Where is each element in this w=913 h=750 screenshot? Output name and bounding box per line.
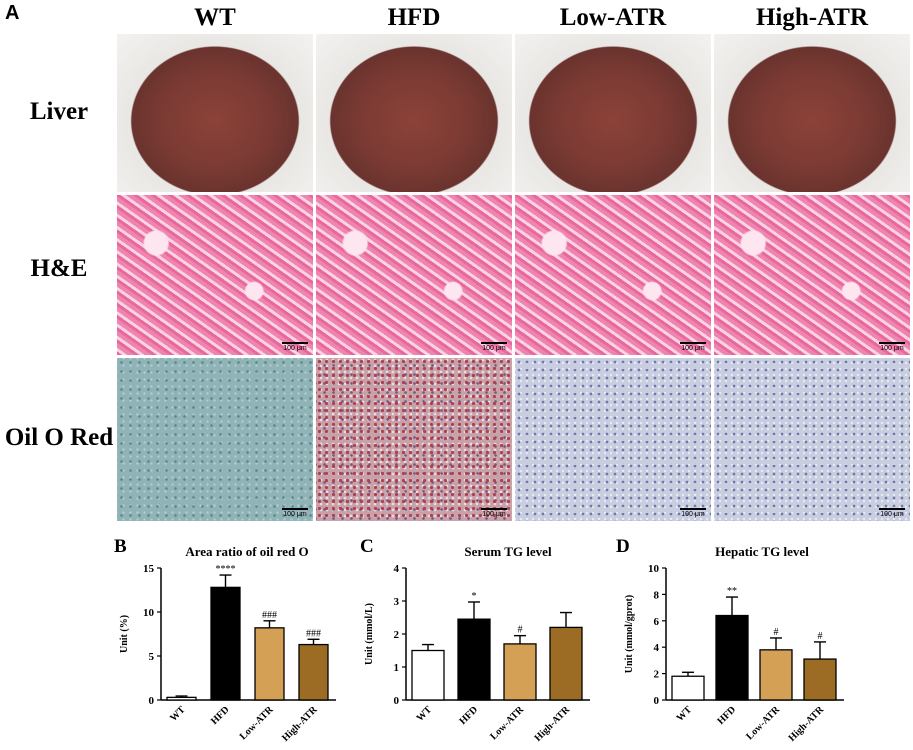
scale-bar: 100 μm: [879, 508, 905, 518]
he-image-hfd: 100 μm: [316, 195, 512, 355]
oil-red-image-wt: 100 μm: [117, 358, 313, 521]
y-tick-label: 1: [394, 662, 400, 674]
chart-title: Serum TG level: [464, 544, 552, 559]
bar-hfd: [715, 614, 749, 701]
significance-label: ###: [262, 610, 277, 621]
y-tick-label: 2: [654, 669, 660, 681]
x-tick-label: High-ATR: [280, 704, 320, 744]
y-tick-label: 2: [394, 629, 400, 641]
scale-bar: 100 μm: [879, 342, 905, 352]
x-tick-label: WT: [415, 704, 435, 724]
column-header-high-atr: High-ATR: [755, 4, 869, 31]
panel-a-letter: A: [5, 2, 20, 24]
liver-image-high-atr: [714, 34, 910, 192]
significance-label: ###: [306, 628, 321, 639]
he-image-wt: 100 μm: [117, 195, 313, 355]
y-axis-label: Unit (mmol/gprot): [624, 595, 635, 673]
bar-high-atr: [549, 626, 583, 701]
x-tick-label: HFD: [715, 704, 738, 727]
bar-low-atr: [254, 627, 285, 701]
column-header-low-atr: Low-ATR: [559, 4, 667, 31]
chart-area-ratio-oil-red: B Area ratio of oil red O Unit (%) 0 5 10 15 WT…: [114, 536, 336, 744]
oil-red-image-high-atr: 100 μm: [714, 358, 910, 521]
significance-label: *: [472, 591, 477, 602]
scale-bar: 100 μm: [282, 508, 308, 518]
bar-wt: [411, 649, 445, 701]
y-tick-label: 3: [394, 596, 400, 608]
significance-label: #: [774, 627, 779, 638]
significance-label: **: [727, 586, 737, 597]
x-tick-label: HFD: [457, 704, 480, 727]
significance-label: #: [818, 631, 823, 642]
column-header-hfd: HFD: [387, 4, 441, 31]
liver-image-wt: [117, 34, 313, 192]
y-tick-label: 4: [394, 563, 400, 575]
bar-low-atr: [503, 643, 537, 701]
oil-red-image-low-atr: 100 μm: [515, 358, 711, 521]
x-tick-label: Low-ATR: [488, 704, 526, 742]
row-label-he: H&E: [30, 255, 88, 282]
scale-bar: 100 μm: [481, 342, 507, 352]
column-header-wt: WT: [194, 4, 236, 31]
y-tick-label: 4: [654, 642, 660, 654]
bar-high-atr: [803, 658, 837, 701]
bar-hfd: [457, 618, 491, 701]
scale-bar: 100 μm: [680, 508, 706, 518]
liver-image-low-atr: [515, 34, 711, 192]
y-tick-label: 5: [149, 651, 155, 663]
panel-letter: B: [114, 536, 127, 557]
significance-label: ****: [216, 564, 236, 575]
x-tick-label: WT: [168, 704, 188, 724]
x-tick-label: Low-ATR: [238, 704, 276, 742]
y-tick-label: 0: [654, 695, 660, 707]
bar-hfd: [210, 586, 241, 701]
chart-hepatic-tg: D Hepatic TG level Unit (mmol/gprot) 0 2 4 6 8 1…: [616, 536, 844, 744]
y-tick-label: 10: [143, 607, 155, 619]
x-tick-label: WT: [675, 704, 695, 724]
chart-title: Area ratio of oil red O: [185, 544, 308, 559]
y-axis-label: Unit (%): [119, 615, 130, 653]
liver-image-hfd: [316, 34, 512, 192]
bar-high-atr: [298, 643, 329, 701]
bar-low-atr: [759, 649, 793, 701]
y-tick-label: 15: [143, 563, 155, 575]
x-tick-label: HFD: [209, 704, 232, 727]
scale-bar: 100 μm: [680, 342, 706, 352]
he-image-low-atr: 100 μm: [515, 195, 711, 355]
chart-serum-tg: C Serum TG level Unit (mmol/L) 0 1 2 3 4 WT * HFD #…: [360, 536, 590, 744]
oil-red-image-hfd: 100 μm: [316, 358, 512, 521]
row-label-oil-o-red: Oil O Red: [4, 424, 114, 451]
y-axis-label: Unit (mmol/L): [364, 603, 375, 665]
x-tick-label: High-ATR: [533, 704, 573, 744]
scale-bar: 100 μm: [481, 508, 507, 518]
x-tick-label: High-ATR: [787, 704, 827, 744]
y-tick-label: 0: [149, 695, 155, 707]
panel-letter: D: [616, 536, 630, 557]
scale-bar: 100 μm: [282, 342, 308, 352]
he-image-high-atr: 100 μm: [714, 195, 910, 355]
y-tick-label: 6: [654, 616, 660, 628]
panel-letter: C: [360, 536, 374, 557]
row-label-liver: Liver: [29, 98, 89, 125]
x-tick-label: Low-ATR: [744, 704, 782, 742]
chart-title: Hepatic TG level: [715, 544, 809, 559]
bar-wt: [671, 675, 705, 701]
significance-label: #: [518, 625, 523, 636]
y-tick-label: 0: [394, 695, 400, 707]
bar-wt: [166, 696, 197, 701]
y-tick-label: 8: [654, 589, 660, 601]
y-tick-label: 10: [648, 563, 660, 575]
